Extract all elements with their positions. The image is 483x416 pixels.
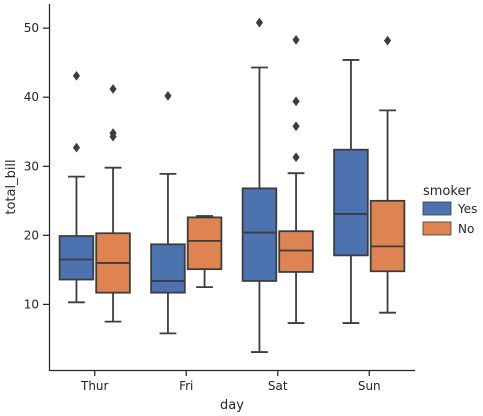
box-body bbox=[241, 187, 278, 282]
box-body bbox=[278, 230, 314, 273]
y-tick-label: 40 bbox=[24, 90, 39, 104]
box-yes-sat bbox=[241, 17, 278, 353]
outlier-point bbox=[292, 152, 300, 163]
plot-area bbox=[58, 17, 406, 353]
box-yes-sun bbox=[333, 59, 369, 324]
box-yes-fri bbox=[150, 90, 186, 335]
box-body bbox=[186, 216, 223, 271]
box-yes-thur bbox=[58, 70, 95, 304]
outlier-point bbox=[292, 35, 300, 45]
outlier-point bbox=[164, 90, 172, 101]
legend-label-yes: Yes bbox=[457, 202, 477, 216]
y-tick-label: 20 bbox=[24, 228, 39, 242]
legend-swatch-yes bbox=[422, 201, 452, 216]
outlier-point bbox=[109, 128, 117, 138]
box-body bbox=[369, 199, 406, 273]
y-axis-label: total_bill bbox=[4, 159, 19, 214]
box-no-fri bbox=[186, 215, 223, 289]
outlier-point bbox=[292, 121, 300, 132]
outlier-point bbox=[72, 70, 81, 81]
box-body bbox=[58, 235, 95, 281]
y-axis-ticks: 10 20 30 40 50 bbox=[24, 21, 49, 311]
legend-title: smoker bbox=[423, 184, 471, 199]
x-tick-label: Fri bbox=[179, 379, 193, 393]
x-tick-label: Sat bbox=[268, 379, 288, 393]
y-tick-label: 10 bbox=[24, 297, 39, 311]
legend-label-no: No bbox=[458, 222, 474, 236]
box-body bbox=[150, 243, 186, 294]
outlier-point bbox=[255, 17, 264, 28]
axes: 10 20 30 40 50 Thur Fri Sat Sun day total_bill bbox=[4, 4, 415, 413]
box-no-sun bbox=[369, 35, 406, 314]
outlier-point bbox=[72, 142, 81, 153]
box-no-thur bbox=[95, 84, 131, 323]
y-tick-label: 50 bbox=[24, 21, 39, 35]
x-axis-label: day bbox=[220, 398, 244, 413]
x-tick-label: Thur bbox=[80, 379, 109, 393]
x-axis-ticks: Thur Fri Sat Sun bbox=[80, 370, 381, 393]
box-no-sat bbox=[278, 35, 314, 324]
outlier-point bbox=[109, 84, 117, 94]
x-tick-label: Sun bbox=[358, 379, 381, 393]
y-tick-label: 30 bbox=[24, 159, 39, 173]
outlier-point bbox=[383, 35, 392, 46]
outlier-point bbox=[292, 96, 300, 107]
box-body bbox=[333, 148, 369, 257]
legend-swatch-no bbox=[422, 221, 452, 236]
legend: smoker Yes No bbox=[422, 184, 477, 236]
